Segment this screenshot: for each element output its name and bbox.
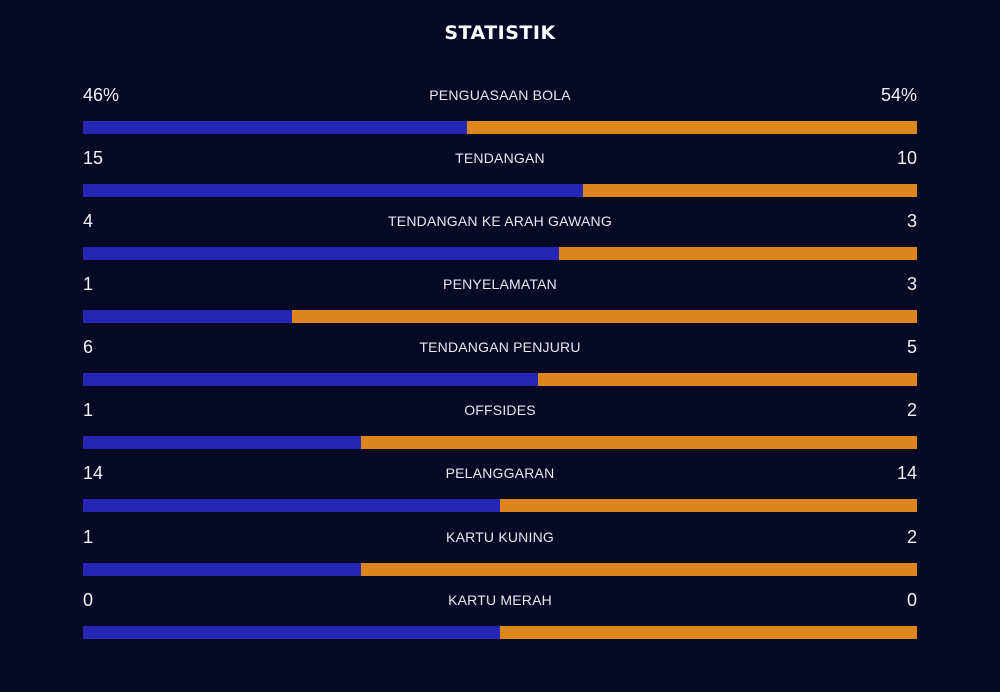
stat-label: PELANGGARAN [445, 465, 555, 481]
away-value: 2 [906, 400, 917, 420]
home-bar-segment [83, 310, 292, 323]
away-value: 2 [906, 527, 917, 547]
comparison-bar [83, 310, 917, 323]
stat-label: PENYELAMATAN [443, 276, 557, 292]
stat-label: TENDANGAN KE ARAH GAWANG [388, 213, 612, 229]
home-bar-segment [83, 121, 467, 134]
stat-row-yellow-cards: 1 KARTU KUNING 2 [83, 526, 917, 586]
home-value: 1 [83, 527, 94, 547]
away-bar-segment [583, 184, 917, 197]
home-value: 15 [83, 148, 104, 168]
away-value: 14 [896, 463, 917, 483]
away-bar-segment [500, 626, 917, 639]
stat-row-offsides: 1 OFFSIDES 2 [83, 399, 917, 459]
comparison-bar [83, 499, 917, 512]
home-bar-segment [83, 184, 584, 197]
home-value: 6 [83, 337, 94, 357]
away-value: 0 [906, 590, 917, 610]
stat-label: KARTU MERAH [448, 592, 552, 608]
away-value: 54% [880, 85, 917, 105]
away-bar-segment [500, 499, 917, 512]
comparison-bar [83, 373, 917, 386]
page-title: STATISTIK [444, 22, 556, 44]
comparison-bar [83, 436, 917, 449]
home-value: 0 [83, 590, 94, 610]
home-value: 4 [83, 211, 94, 231]
stat-row-possession: 46% PENGUASAAN BOLA 54% [83, 84, 917, 144]
comparison-bar [83, 121, 917, 134]
away-bar-segment [559, 247, 917, 260]
home-bar-segment [83, 499, 500, 512]
stat-label: OFFSIDES [464, 402, 536, 418]
home-bar-segment [83, 373, 538, 386]
comparison-bar [83, 563, 917, 576]
home-bar-segment [83, 436, 361, 449]
stat-label: TENDANGAN [455, 150, 545, 166]
home-value: 14 [83, 463, 104, 483]
away-bar-segment [360, 563, 917, 576]
away-bar-segment [537, 373, 917, 386]
away-value: 3 [906, 274, 917, 294]
home-value: 1 [83, 274, 94, 294]
away-bar-segment [466, 121, 917, 134]
comparison-bar [83, 247, 917, 260]
away-bar-segment [291, 310, 917, 323]
stat-label: PENGUASAAN BOLA [429, 87, 571, 103]
stat-row-corners: 6 TENDANGAN PENJURU 5 [83, 336, 917, 396]
away-value: 5 [906, 337, 917, 357]
away-bar-segment [360, 436, 917, 449]
home-value: 46% [83, 85, 120, 105]
stat-row-shots: 15 TENDANGAN 10 [83, 147, 917, 207]
home-bar-segment [83, 563, 361, 576]
stat-row-saves: 1 PENYELAMATAN 3 [83, 273, 917, 333]
comparison-bar [83, 626, 917, 639]
stat-label: KARTU KUNING [446, 529, 554, 545]
stat-row-fouls: 14 PELANGGARAN 14 [83, 462, 917, 522]
away-value: 10 [896, 148, 917, 168]
away-value: 3 [906, 211, 917, 231]
home-value: 1 [83, 400, 94, 420]
home-bar-segment [83, 626, 500, 639]
comparison-bar [83, 184, 917, 197]
home-bar-segment [83, 247, 560, 260]
stat-label: TENDANGAN PENJURU [419, 339, 581, 355]
stat-row-red-cards: 0 KARTU MERAH 0 [83, 589, 917, 649]
stat-row-shots-on-target: 4 TENDANGAN KE ARAH GAWANG 3 [83, 210, 917, 270]
